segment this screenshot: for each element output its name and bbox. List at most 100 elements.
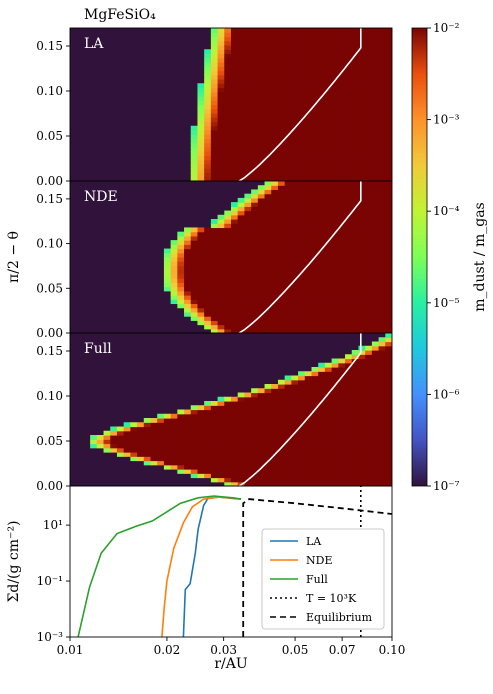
heatmap-cell: [365, 244, 373, 250]
heatmap-cell: [110, 426, 118, 432]
heatmap-cell: [365, 324, 373, 330]
heatmap-cell: [217, 413, 225, 419]
heatmap-cell: [237, 74, 246, 80]
heatmap-cell: [264, 413, 272, 419]
heatmap-cell: [257, 316, 266, 321]
heatmap-cell: [204, 104, 212, 110]
heatmap-cell: [277, 223, 286, 229]
heatmap-cell: [298, 206, 306, 212]
heatmap-cell: [318, 269, 326, 275]
heatmap-cell: [257, 244, 266, 250]
heatmap-cell: [358, 473, 366, 479]
heatmap-cell: [311, 413, 319, 419]
heatmap-cell: [197, 113, 205, 118]
heatmap-cell: [231, 121, 239, 127]
heatmap-cell: [271, 413, 279, 419]
heatmap-cell: [204, 142, 212, 148]
heatmap-cell: [257, 452, 266, 457]
heatmap-cell: [197, 443, 205, 449]
heatmap-cell: [331, 193, 339, 199]
heatmap-cell: [338, 290, 346, 296]
heatmap-cell: [365, 96, 373, 101]
heatmap-cell: [231, 91, 239, 97]
heatmap-cell: [204, 452, 212, 457]
heatmap-cell: [331, 265, 339, 271]
heatmap-cell: [331, 202, 339, 207]
heatmap-cell: [378, 151, 386, 157]
heatmap-cell: [244, 91, 252, 97]
heatmap-cell: [217, 96, 225, 101]
heatmap-cell: [331, 159, 339, 165]
heatmap-cell: [365, 418, 373, 423]
heatmap-cell: [163, 430, 172, 436]
heatmap-cell: [244, 473, 252, 479]
heatmap-cell: [284, 36, 292, 42]
heatmap-cell: [298, 36, 306, 42]
heatmap-cell: [271, 426, 279, 432]
heatmap-cell: [298, 57, 306, 63]
heatmap-cell: [378, 121, 386, 127]
heatmap-cell: [116, 452, 125, 457]
heatmap-cell: [385, 460, 392, 466]
heatmap-cell: [318, 206, 326, 212]
heatmap-cell: [257, 172, 266, 178]
heatmap-cell: [277, 435, 286, 440]
heatmap-cell: [224, 261, 232, 267]
heatmap-cell: [385, 189, 392, 195]
heatmap-cell: [197, 435, 205, 440]
heatmap-cell: [371, 240, 380, 245]
heatmap-cell: [318, 28, 326, 33]
heatmap-cell: [298, 409, 306, 415]
heatmap-cell: [331, 210, 339, 216]
panel-label: LA: [84, 36, 104, 52]
heatmap-cell: [318, 413, 326, 419]
heatmap-cell: [311, 290, 319, 296]
heatmap-cell: [224, 405, 232, 411]
heatmap-cell: [217, 113, 225, 118]
heatmap-cell: [318, 324, 326, 330]
heatmap-cell: [284, 121, 292, 127]
heatmap-cell: [311, 219, 319, 224]
heatmap-cell: [217, 452, 225, 457]
heatmap-cell: [163, 456, 172, 462]
heatmap-cell: [284, 147, 292, 152]
heatmap-cell: [237, 426, 246, 432]
heatmap-cell: [324, 206, 333, 212]
heatmap-cell: [351, 181, 360, 186]
heatmap-cell: [231, 142, 239, 148]
heatmap-cell: [351, 164, 360, 169]
heatmap-cell: [331, 219, 339, 224]
heatmap-cell: [184, 278, 192, 283]
heatmap-cell: [291, 435, 299, 440]
heatmap-cell: [231, 257, 239, 262]
heatmap-cell: [338, 45, 346, 50]
heatmap-cell: [163, 273, 172, 279]
heatmap-cell: [378, 430, 386, 436]
heatmap-cell: [237, 168, 246, 174]
heatmap-cell: [264, 210, 272, 216]
heatmap-cell: [358, 240, 366, 245]
heatmap-cell: [264, 32, 272, 38]
heatmap-cell: [170, 435, 178, 440]
heatmap-cell: [210, 113, 219, 118]
heatmap-cell: [318, 311, 326, 317]
heatmap-cell: [331, 66, 339, 72]
heatmap-cell: [338, 261, 346, 267]
heatmap-cell: [311, 447, 319, 453]
heatmap-cell: [378, 469, 386, 474]
heatmap-cell: [251, 401, 259, 406]
heatmap-cell: [311, 261, 319, 267]
heatmap-cell: [284, 379, 292, 385]
heatmap-cell: [371, 108, 380, 114]
heatmap-cell: [231, 418, 239, 423]
heatmap-cell: [264, 405, 272, 411]
heatmap-cell: [311, 405, 319, 411]
heatmap-cell: [251, 214, 259, 220]
heatmap-cell: [277, 28, 286, 33]
heatmap-cell: [338, 409, 346, 415]
heatmap-cell: [264, 388, 272, 394]
heatmap-cell: [163, 418, 172, 423]
heatmap-cell: [197, 307, 205, 313]
heatmap-cell: [358, 176, 366, 181]
heatmap-cell: [338, 176, 346, 181]
